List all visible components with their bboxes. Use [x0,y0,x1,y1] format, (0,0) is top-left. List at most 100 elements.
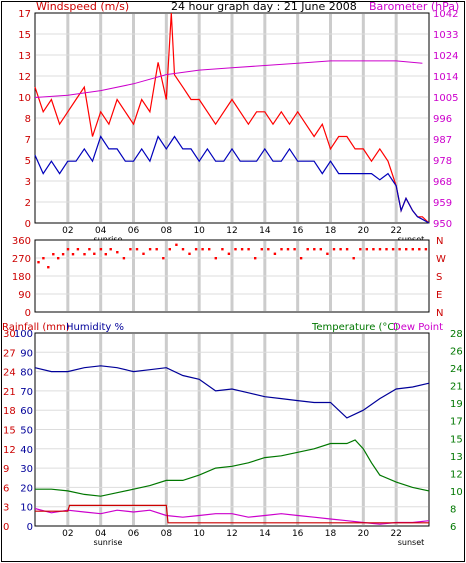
temperature-y-tick: 13 [450,452,463,463]
direction-point [306,248,309,251]
direction-point [181,248,185,251]
direction-point [201,248,204,251]
temperature-y-tick: 12 [450,469,463,480]
direction-point [319,248,322,251]
direction-y-tick: 0 [25,308,31,319]
rain-y-tick: 6 [3,483,9,494]
direction-points [37,243,428,269]
x-tick-label: 16 [292,529,304,539]
humidity-y-tick: 20 [20,483,33,494]
direction-point [398,248,401,251]
direction-y-tick: 360 [12,236,31,247]
barometer-y-tick: 978 [433,156,452,167]
barometer-y-tick: 1033 [433,30,458,41]
direction-point [47,266,50,269]
humidity-y-tick: 40 [20,445,33,456]
temperature-y-tick: 26 [450,347,463,358]
direction-point [260,248,263,251]
direction-point [372,248,375,251]
chart-title: 24 hour graph day : 21 June 2008 [171,0,357,13]
wind-y-tick: 10 [18,93,31,104]
direction-point [168,248,171,251]
rainfall-label: Rainfall (mm) [2,322,70,333]
rain-y-tick: 21 [3,387,16,398]
direction-compass-tick: W [436,254,446,265]
direction-point [339,248,342,251]
wind-y-tick: 5 [25,156,31,167]
humidity-y-tick: 50 [20,426,33,437]
x-tick-label: 14 [259,226,271,236]
x-tick-label: 10 [193,529,205,539]
barometer-y-tick: 1005 [433,93,458,104]
rain-y-tick: 9 [3,464,9,475]
direction-compass-tick: E [436,290,442,301]
x-tick-label: 04 [95,226,107,236]
direction-point [234,248,237,251]
x-tick-label: 04 [95,529,107,539]
direction-point [286,248,290,251]
rain-y-tick: 30 [3,329,16,340]
humidity-y-tick: 60 [20,406,33,417]
humidity-y-tick: 80 [20,368,33,379]
barometer-y-tick: 1014 [433,72,458,83]
direction-point [148,248,152,251]
direction-point [116,251,119,254]
direction-point [378,248,382,251]
barometer-y-tick: 996 [433,114,452,125]
wind-y-tick: 0 [25,219,31,230]
barometer-y-tick: 1042 [433,9,458,20]
barometer-y-tick: 987 [433,135,452,146]
x-tick-label: 20 [358,226,370,236]
wind-y-tick: 3 [25,177,31,188]
direction-point [93,252,96,255]
sunset-label: sunset [398,538,425,547]
direction-point [273,252,277,255]
barometer-y-tick: 968 [433,177,452,188]
direction-y-tick: 270 [12,254,31,265]
temperature-y-tick: 10 [450,487,463,498]
x-tick-label: 12 [226,226,237,236]
x-tick-label: 08 [161,226,173,236]
direction-point [122,257,126,260]
direction-point [365,248,368,251]
direction-point [66,248,70,251]
direction-point [424,248,428,251]
rain-y-tick: 24 [3,368,16,379]
direction-point [37,261,40,264]
direction-point [135,248,139,251]
temp-series [34,365,430,525]
humidity-y-tick: 0 [27,522,33,533]
direction-point [280,248,283,251]
temperature-y-tick: 17 [450,417,463,428]
x-tick-label: 18 [325,226,337,236]
x-tick-label: 22 [390,529,401,539]
direction-point [326,252,329,255]
direction-point [88,248,91,251]
direction-point [104,253,107,256]
dewpoint-label: Dew Point [393,322,443,333]
direction-compass-tick: S [436,272,442,283]
direction-point [71,253,75,256]
x-tick-label: 02 [62,226,73,236]
temp-axis-ticks: 0369121518212427300102030405060708090100… [3,329,463,547]
direction-point [208,248,211,251]
direction-compass-tick: N [436,308,443,319]
wind-y-tick: 7 [25,135,31,146]
direction-point [332,248,336,251]
direction-point [254,257,257,260]
rain-y-tick: 18 [3,406,16,417]
temperature-label: Temperature (°C) [311,322,398,333]
x-tick-label: 18 [325,529,337,539]
direction-y-tick: 90 [18,290,31,301]
direction-point [240,248,244,251]
direction-point [142,252,145,255]
wind-y-tick: 17 [18,9,31,20]
direction-point [405,248,408,251]
direction-point [418,248,421,251]
temperature-y-tick: 8 [450,504,456,515]
x-tick-label: 06 [128,226,140,236]
rain-series-line [35,504,429,524]
wind-y-tick: 13 [18,51,31,62]
